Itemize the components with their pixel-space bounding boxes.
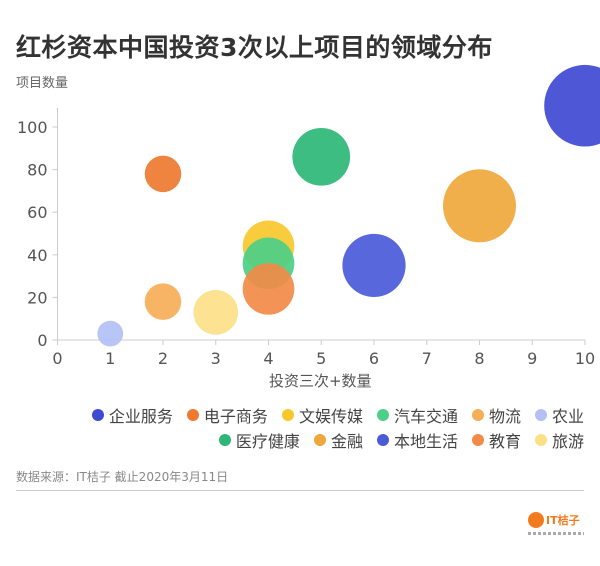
- legend-item[interactable]: 农业: [534, 403, 584, 427]
- legend-item[interactable]: 旅游: [534, 428, 584, 452]
- legend: 企业服务 电子商务 文娱传媒 汽车交通 物流 农业 医疗健康 金融 本地生活 教育 旅游: [64, 402, 584, 452]
- bubble-医疗健康: [292, 127, 351, 186]
- y-axis-label: 项目数量: [16, 76, 69, 91]
- legend-dot-icon: [186, 408, 199, 421]
- x-tick-label: 6: [369, 349, 379, 368]
- source-note: 数据来源：IT桔子 截止2020年3月11日: [16, 470, 229, 484]
- orange-icon: [528, 512, 544, 528]
- x-tick-label: 2: [158, 349, 168, 368]
- y-tick-label: 0: [37, 331, 47, 350]
- x-tick-label: 5: [316, 349, 326, 368]
- legend-label: 本地生活: [393, 431, 458, 451]
- bubble-农业: [97, 320, 124, 347]
- legend-item[interactable]: 文娱传媒: [281, 403, 363, 427]
- legend-label: 电子商务: [203, 406, 268, 426]
- legend-item[interactable]: 本地生活: [376, 428, 458, 452]
- bubble-物流: [144, 283, 182, 320]
- legend-dot-icon: [218, 433, 231, 446]
- bubble-旅游: [193, 289, 239, 335]
- legend-dot-icon: [376, 433, 389, 446]
- logo-tagline: [528, 532, 584, 535]
- legend-label: 农业: [551, 406, 584, 426]
- legend-label: 企业服务: [108, 406, 173, 426]
- x-tick-label: 9: [527, 349, 537, 368]
- legend-item[interactable]: 医疗健康: [218, 428, 300, 452]
- y-tick-label: 40: [27, 246, 47, 265]
- bubble-电子商务: [144, 155, 182, 193]
- y-tick-label: 80: [27, 161, 47, 180]
- y-tick-label: 60: [27, 203, 47, 222]
- bubble-本地生活: [342, 233, 406, 298]
- legend-label: 物流: [488, 406, 521, 426]
- bubble-企业服务: [544, 64, 600, 147]
- legend-label: 汽车交通: [393, 406, 458, 426]
- x-tick-label: 4: [263, 349, 273, 368]
- legend-item[interactable]: 企业服务: [91, 403, 173, 427]
- legend-dot-icon: [376, 408, 389, 421]
- legend-dot-icon: [313, 433, 326, 446]
- x-tick-label: 8: [474, 349, 484, 368]
- legend-label: 文娱传媒: [298, 406, 363, 426]
- legend-item[interactable]: 金融: [313, 428, 363, 452]
- bubble-plot: 0 20 40 60 80 100 0 1 2 3 4 5 6 7 8 9 10 投资三次+数量: [17, 64, 600, 390]
- bubble-教育: [242, 263, 295, 315]
- legend-dot-icon: [281, 408, 294, 421]
- legend-dot-icon: [91, 408, 104, 421]
- bubble-金融: [443, 169, 516, 243]
- x-tick-label: 0: [52, 349, 62, 368]
- legend-dot-icon: [471, 408, 484, 421]
- x-tick-label: 1: [105, 349, 115, 368]
- legend-label: 医疗健康: [235, 431, 300, 451]
- x-axis-label: 投资三次+数量: [269, 372, 372, 390]
- legend-item[interactable]: 电子商务: [186, 403, 268, 427]
- legend-dot-icon: [534, 408, 547, 421]
- logo-text: IT桔子: [546, 514, 580, 527]
- legend-item[interactable]: 物流: [471, 403, 521, 427]
- x-tick-label: 7: [422, 349, 432, 368]
- logo: IT桔子: [528, 512, 580, 528]
- legend-item[interactable]: 汽车交通: [376, 403, 458, 427]
- legend-dot-icon: [471, 433, 484, 446]
- x-tick-label: 10: [575, 349, 595, 368]
- legend-row: 医疗健康 金融 本地生活 教育 旅游: [64, 427, 584, 452]
- divider: [16, 490, 584, 491]
- y-tick-label: 100: [17, 118, 48, 137]
- legend-label: 教育: [488, 431, 521, 451]
- chart-title: 红杉资本中国投资3次以上项目的领域分布: [16, 33, 493, 62]
- legend-label: 金融: [330, 431, 363, 451]
- y-tick-label: 20: [27, 288, 47, 307]
- legend-dot-icon: [534, 433, 547, 446]
- legend-row: 企业服务 电子商务 文娱传媒 汽车交通 物流 农业: [64, 402, 584, 427]
- legend-label: 旅游: [551, 431, 584, 451]
- x-tick-label: 3: [211, 349, 221, 368]
- legend-item[interactable]: 教育: [471, 428, 521, 452]
